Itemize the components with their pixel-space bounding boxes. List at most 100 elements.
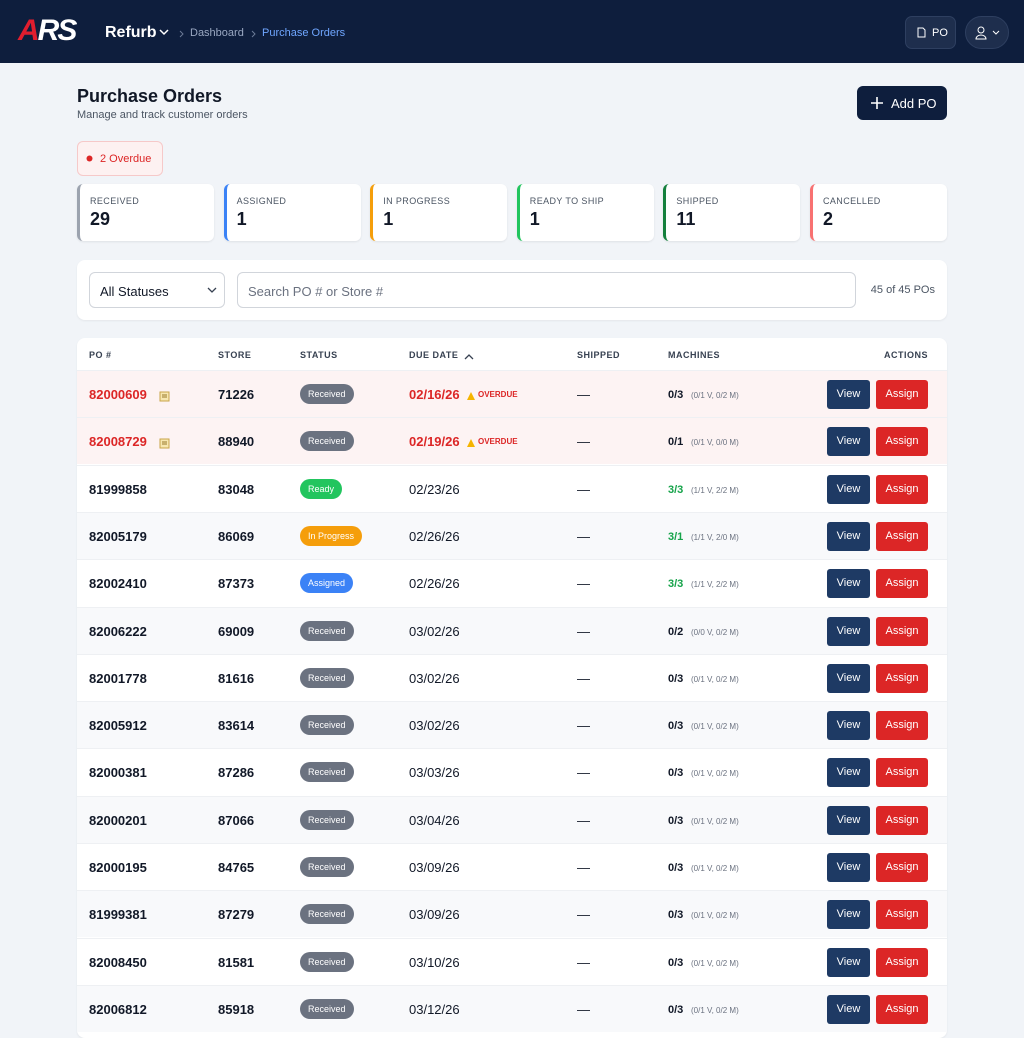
po-number[interactable]: 82000195 [89,860,147,875]
stat-card[interactable]: IN PROGRESS 1 [370,184,508,241]
assign-button[interactable]: Assign [876,616,928,646]
dot-icon [86,155,93,162]
table-row: 82000381 87286 Received 03/03/26 — 0/3 (0/1 V,… [77,748,947,796]
status-select[interactable]: All Statuses [89,272,225,308]
status-badge: Ready [300,478,343,499]
due-date: 03/12/26 [409,1001,460,1017]
po-number[interactable]: 82005179 [89,528,147,544]
po-number[interactable]: 82002410 [89,576,147,592]
shipped: — [577,387,590,402]
assign-button[interactable]: Assign [876,758,928,788]
view-button[interactable]: View [827,521,870,551]
assign-button[interactable]: Assign [876,805,928,835]
machines-detail: (0/1 V, 0/2 M) [691,769,739,779]
po-number[interactable]: 82008729 [89,434,147,450]
column-header[interactable]: DUE DATE [409,350,459,360]
view-button[interactable]: View [827,569,870,599]
stat-value: 2 [823,209,834,229]
view-button[interactable]: View [827,947,870,977]
view-button[interactable]: View [827,474,870,504]
assign-button[interactable]: Assign [876,380,928,409]
due-date: 02/26/26 [409,528,460,544]
status-badge: Received [300,431,354,452]
status-badge: Received [300,857,354,877]
stat-card[interactable]: ASSIGNED 1 [223,184,361,241]
po-number[interactable]: 82006222 [89,623,147,639]
due-date: 02/16/26 [409,387,460,402]
shipped: — [577,812,590,828]
assign-button[interactable]: Assign [876,994,928,1024]
po-number[interactable]: 81999858 [89,481,147,497]
assign-button[interactable]: Assign [876,711,928,741]
shipped: — [577,670,590,686]
assign-button[interactable]: Assign [876,853,928,882]
po-number[interactable]: 82008450 [89,954,147,970]
due-date: 03/02/26 [409,670,460,686]
po-number[interactable]: 82000381 [89,765,147,781]
view-button[interactable]: View [827,663,870,693]
view-button[interactable]: View [827,994,870,1024]
assign-button[interactable]: Assign [876,663,928,693]
stat-value: 1 [383,209,394,229]
machines: 3/3 [668,578,684,591]
app-switcher[interactable]: Refurb [105,24,157,41]
user-menu[interactable] [965,16,1009,49]
po-number[interactable]: 82000609 [89,387,147,402]
machines: 0/3 [668,389,684,401]
due-date: 02/26/26 [409,576,460,592]
view-button[interactable]: View [827,427,870,457]
view-button[interactable]: View [827,380,870,409]
store: 87279 [218,907,255,923]
status-badge: Received [300,667,354,688]
stat-label: SHIPPED [676,196,719,206]
machines: 0/3 [668,862,684,874]
po-button[interactable]: PO [905,16,956,49]
po-number[interactable]: 82000201 [89,812,147,828]
assign-button[interactable]: Assign [876,947,928,977]
view-button[interactable]: View [827,758,870,788]
shipped: — [577,860,590,875]
assign-button[interactable]: Assign [876,521,928,551]
store: 85918 [218,1001,255,1017]
logo[interactable]: ARS [18,14,77,47]
due-date: 03/09/26 [409,860,460,875]
store: 84765 [218,860,255,875]
stat-card[interactable]: SHIPPED 11 [663,184,801,241]
due-date: 02/23/26 [409,481,460,497]
po-number[interactable]: 81999381 [89,907,147,923]
shipped: — [577,765,590,781]
stat-label: RECEIVED [90,196,140,206]
machines: 0/3 [668,672,684,685]
due-date: 03/03/26 [409,765,460,781]
assign-button[interactable]: Assign [876,474,928,504]
view-button[interactable]: View [827,616,870,646]
user-icon [975,26,1000,40]
machines: 3/3 [668,483,684,496]
machines-detail: (0/1 V, 0/2 M) [691,722,739,732]
stat-card[interactable]: READY TO SHIP 1 [516,184,654,241]
po-number[interactable]: 82001778 [89,670,147,686]
view-button[interactable]: View [827,900,870,930]
stat-card[interactable]: CANCELLED 2 [810,184,947,241]
view-button[interactable]: View [827,711,870,741]
page-title: Purchase Orders [77,86,223,106]
machines-detail: (1/1 V, 2/2 M) [691,485,739,495]
shipped: — [577,718,590,734]
machines-detail: (0/1 V, 0/2 M) [691,816,739,826]
store: 86069 [218,528,255,544]
assign-button[interactable]: Assign [876,427,928,457]
table-row: 82001778 81616 Received 03/02/26 — 0/3 (0/1 V,… [77,653,947,701]
view-button[interactable]: View [827,853,870,882]
note-icon [159,436,170,454]
assign-button[interactable]: Assign [876,900,928,930]
assign-button[interactable]: Assign [876,569,928,599]
breadcrumb-link[interactable]: Dashboard [190,27,244,39]
store: 83614 [218,718,255,734]
search-input[interactable]: Search PO # or Store # [237,272,856,308]
shipped: — [577,481,590,497]
po-number[interactable]: 82006812 [89,1001,147,1017]
stat-value: 29 [90,209,111,229]
view-button[interactable]: View [827,805,870,835]
po-number[interactable]: 82005912 [89,718,147,734]
stat-card[interactable]: RECEIVED 29 [77,184,214,241]
